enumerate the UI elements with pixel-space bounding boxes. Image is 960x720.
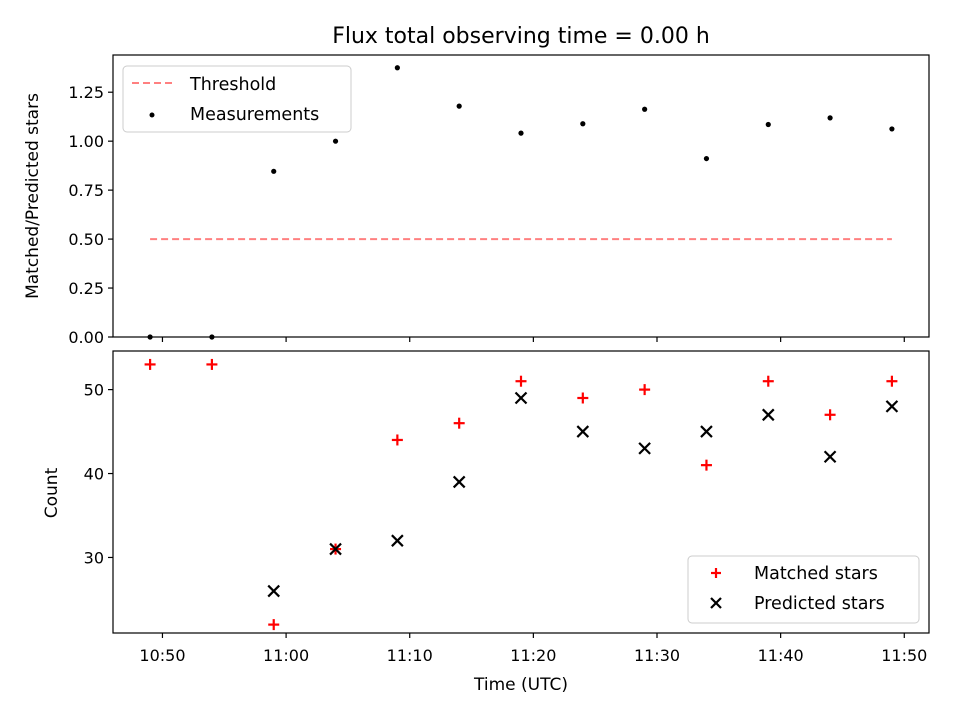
measurement-point <box>580 121 586 127</box>
x-axis-label: Time (UTC) <box>473 675 568 695</box>
x-tick-label: 11:50 <box>881 646 927 665</box>
predicted-stars-point <box>885 400 899 413</box>
measurement-point <box>332 138 339 144</box>
matched-stars-point <box>700 459 712 471</box>
bottom-plot-area <box>144 358 899 631</box>
bottom-axes-frame <box>112 350 930 634</box>
legend-predicted-marker <box>710 597 722 609</box>
y-tick-label: 0.00 <box>68 328 104 347</box>
measurement-point <box>456 103 462 109</box>
matched-stars-point <box>515 375 527 387</box>
x-tick-label: 11:10 <box>387 646 433 665</box>
legend-threshold-label: Threshold <box>189 75 276 95</box>
legend-measurements-marker <box>149 112 155 118</box>
matched-stars-point <box>577 392 589 404</box>
y-tick-label: 0.50 <box>68 230 104 249</box>
predicted-stars-point <box>700 425 713 438</box>
matched-stars-point <box>453 417 465 429</box>
legend-matched-marker <box>711 568 721 578</box>
measurement-point <box>765 121 771 128</box>
top-axes-frame <box>112 54 930 338</box>
measurement-point <box>518 130 524 136</box>
matched-stars-point <box>824 409 836 421</box>
bottom-x-ticks: 10:50 11:00 11:10 11:20 11:30 11:40 11:50 <box>139 633 927 665</box>
matched-stars-point <box>391 434 403 446</box>
legend-predicted-label: Predicted stars <box>754 594 885 614</box>
predicted-stars-point <box>391 534 404 547</box>
measurement-point <box>642 106 648 112</box>
figure-title: Flux total observing time = 0.00 h <box>332 24 710 49</box>
bottom-panel: 30 40 50 10:50 11:00 11:10 11:20 11:30 11:40 11:… <box>42 350 930 695</box>
matched-stars-point <box>206 358 218 370</box>
top-plot-area <box>147 65 895 340</box>
predicted-stars-point <box>576 425 590 438</box>
predicted-stars-point <box>267 584 281 598</box>
matched-stars-point <box>268 619 280 631</box>
y-tick-label: 0.75 <box>68 181 104 200</box>
x-tick-label: 11:40 <box>758 646 804 665</box>
matched-stars-point <box>639 384 651 396</box>
x-tick-label: 11:30 <box>634 646 680 665</box>
top-legend-box <box>122 65 352 133</box>
top-panel: 0.00 0.25 0.50 0.75 1.00 1.25 Matched/Predict… <box>23 54 930 347</box>
top-y-axis-label: Matched/Predicted stars <box>23 93 43 299</box>
y-tick-label: 40 <box>84 465 104 484</box>
x-tick-label: 11:20 <box>510 646 556 665</box>
bottom-y-ticks: 30 40 50 <box>84 381 113 567</box>
measurement-point <box>394 65 400 71</box>
measurement-point <box>703 155 710 162</box>
legend-matched-label: Matched stars <box>754 564 878 584</box>
top-y-ticks: 0.00 0.25 0.50 0.75 1.00 1.25 <box>68 83 113 347</box>
bottom-y-axis-label: Count <box>42 467 62 518</box>
measurement-point <box>271 168 277 174</box>
measurement-point <box>889 126 895 132</box>
matched-stars-point <box>144 358 156 370</box>
legend-measurements-label: Measurements <box>190 105 319 125</box>
predicted-stars-point <box>514 391 528 405</box>
predicted-stars-point <box>638 442 651 455</box>
top-legend: Threshold Measurements <box>122 65 352 133</box>
matched-stars-point <box>886 375 898 387</box>
y-tick-label: 50 <box>84 381 104 400</box>
y-tick-label: 0.25 <box>68 279 104 298</box>
measurement-point <box>827 115 833 121</box>
predicted-stars-point <box>823 450 837 464</box>
y-tick-label: 1.00 <box>68 132 104 151</box>
x-tick-label: 11:00 <box>263 646 309 665</box>
y-tick-label: 1.25 <box>68 83 104 102</box>
matched-stars-point <box>762 375 774 387</box>
x-tick-label: 10:50 <box>139 646 185 665</box>
predicted-stars-point <box>452 475 466 489</box>
y-tick-label: 30 <box>84 548 104 567</box>
bottom-legend-box <box>687 555 920 624</box>
predicted-stars-point <box>761 408 775 422</box>
bottom-legend: Matched stars Predicted stars <box>687 555 920 624</box>
top-x-ticks <box>161 337 905 342</box>
predicted-stars-point <box>329 542 342 556</box>
